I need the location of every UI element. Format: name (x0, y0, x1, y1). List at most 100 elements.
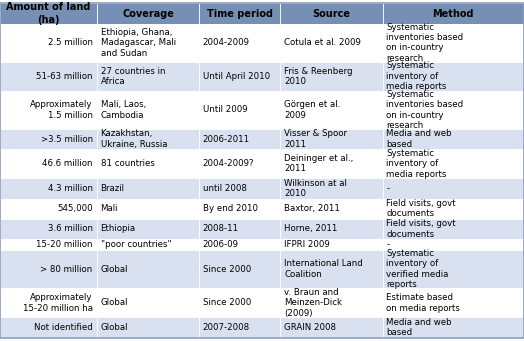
Bar (199, 129, 280, 149)
Text: Not identified: Not identified (34, 323, 93, 332)
Bar (280, 317, 383, 338)
Text: Horne, 2011: Horne, 2011 (284, 224, 337, 233)
Text: > 80 million: > 80 million (40, 265, 93, 274)
Bar (280, 239, 383, 250)
Bar (199, 198, 280, 219)
Text: Baxtor, 2011: Baxtor, 2011 (284, 204, 340, 213)
Text: Estimate based
on media reports: Estimate based on media reports (386, 293, 460, 313)
Bar (280, 62, 383, 91)
Bar (97, 3, 199, 24)
Text: 15-20 million: 15-20 million (36, 240, 93, 249)
Bar (199, 219, 280, 239)
Text: Ethiopia, Ghana,
Madagascar, Mali
and Sudan: Ethiopia, Ghana, Madagascar, Mali and Su… (101, 28, 176, 58)
Text: 51-63 million: 51-63 million (36, 72, 93, 81)
Text: Systematic
inventory of
verified media
reports: Systematic inventory of verified media r… (386, 249, 449, 289)
Bar (0, 239, 97, 250)
Bar (97, 62, 199, 91)
Text: Time period: Time period (207, 9, 272, 18)
Bar (0, 178, 97, 198)
Text: v. Braun and
Meinzen-Dick
(2009): v. Braun and Meinzen-Dick (2009) (284, 288, 342, 318)
Bar (199, 3, 280, 24)
Text: Wilkinson at al
2010: Wilkinson at al 2010 (284, 179, 347, 198)
Text: 2006-09: 2006-09 (203, 240, 239, 249)
Bar (383, 198, 524, 219)
Text: Global: Global (101, 298, 128, 307)
Bar (0, 317, 97, 338)
Bar (0, 3, 97, 24)
Bar (383, 288, 524, 317)
Text: Global: Global (101, 323, 128, 332)
Text: Approximately
1.5 million: Approximately 1.5 million (30, 100, 93, 120)
Bar (0, 62, 97, 91)
Bar (280, 178, 383, 198)
Bar (199, 239, 280, 250)
Bar (280, 219, 383, 239)
Text: GRAIN 2008: GRAIN 2008 (284, 323, 336, 332)
Text: Systematic
inventories based
on in-country
research: Systematic inventories based on in-count… (386, 90, 463, 130)
Bar (383, 24, 524, 62)
Bar (280, 91, 383, 129)
Text: Until April 2010: Until April 2010 (203, 72, 270, 81)
Text: Systematic
inventories based
on in-country
research: Systematic inventories based on in-count… (386, 23, 463, 63)
Text: 2004-2009: 2004-2009 (203, 38, 250, 47)
Bar (0, 250, 97, 288)
Bar (0, 24, 97, 62)
Bar (97, 198, 199, 219)
Text: Media and web
based: Media and web based (386, 318, 452, 337)
Bar (199, 250, 280, 288)
Bar (199, 178, 280, 198)
Text: 3.6 million: 3.6 million (48, 224, 93, 233)
Text: -: - (386, 184, 389, 193)
Text: Visser & Spoor
2011: Visser & Spoor 2011 (284, 130, 347, 149)
Bar (280, 24, 383, 62)
Text: 2004-2009?: 2004-2009? (203, 159, 254, 168)
Bar (199, 91, 280, 129)
Bar (97, 149, 199, 178)
Text: Systematic
inventory of
media reports: Systematic inventory of media reports (386, 61, 446, 91)
Bar (97, 317, 199, 338)
Text: Mali, Laos,
Cambodia: Mali, Laos, Cambodia (101, 100, 146, 120)
Text: Ethiopia: Ethiopia (101, 224, 136, 233)
Bar (383, 178, 524, 198)
Bar (383, 91, 524, 129)
Text: Görgen et al.
2009: Görgen et al. 2009 (284, 100, 340, 120)
Bar (97, 24, 199, 62)
Bar (199, 288, 280, 317)
Bar (0, 129, 97, 149)
Text: Source: Source (312, 9, 351, 18)
Bar (383, 219, 524, 239)
Text: Media and web
based: Media and web based (386, 130, 452, 149)
Text: Brazil: Brazil (101, 184, 125, 193)
Text: Deininger et al.,
2011: Deininger et al., 2011 (284, 154, 353, 174)
Text: 27 countries in
Africa: 27 countries in Africa (101, 66, 165, 86)
Text: Approximately
15-20 million ha: Approximately 15-20 million ha (23, 293, 93, 313)
Text: -: - (386, 240, 389, 249)
Text: 4.3 million: 4.3 million (48, 184, 93, 193)
Bar (383, 129, 524, 149)
Text: Until 2009: Until 2009 (203, 105, 247, 115)
Text: Fris & Reenberg
2010: Fris & Reenberg 2010 (284, 66, 353, 86)
Bar (383, 3, 524, 24)
Text: Global: Global (101, 265, 128, 274)
Bar (280, 288, 383, 317)
Bar (383, 239, 524, 250)
Text: Kazakhstan,
Ukraine, Russia: Kazakhstan, Ukraine, Russia (101, 130, 167, 149)
Text: until 2008: until 2008 (203, 184, 247, 193)
Text: Field visits, govt
documents: Field visits, govt documents (386, 199, 456, 218)
Text: 2006-2011: 2006-2011 (203, 135, 250, 144)
Bar (97, 129, 199, 149)
Bar (0, 288, 97, 317)
Bar (199, 62, 280, 91)
Bar (97, 91, 199, 129)
Bar (0, 91, 97, 129)
Bar (97, 178, 199, 198)
Text: IFPRI 2009: IFPRI 2009 (284, 240, 330, 249)
Bar (97, 219, 199, 239)
Text: Method: Method (432, 9, 474, 18)
Bar (383, 62, 524, 91)
Bar (0, 149, 97, 178)
Text: >3.5 million: >3.5 million (41, 135, 93, 144)
Text: 81 countries: 81 countries (101, 159, 155, 168)
Bar (280, 129, 383, 149)
Text: 545,000: 545,000 (57, 204, 93, 213)
